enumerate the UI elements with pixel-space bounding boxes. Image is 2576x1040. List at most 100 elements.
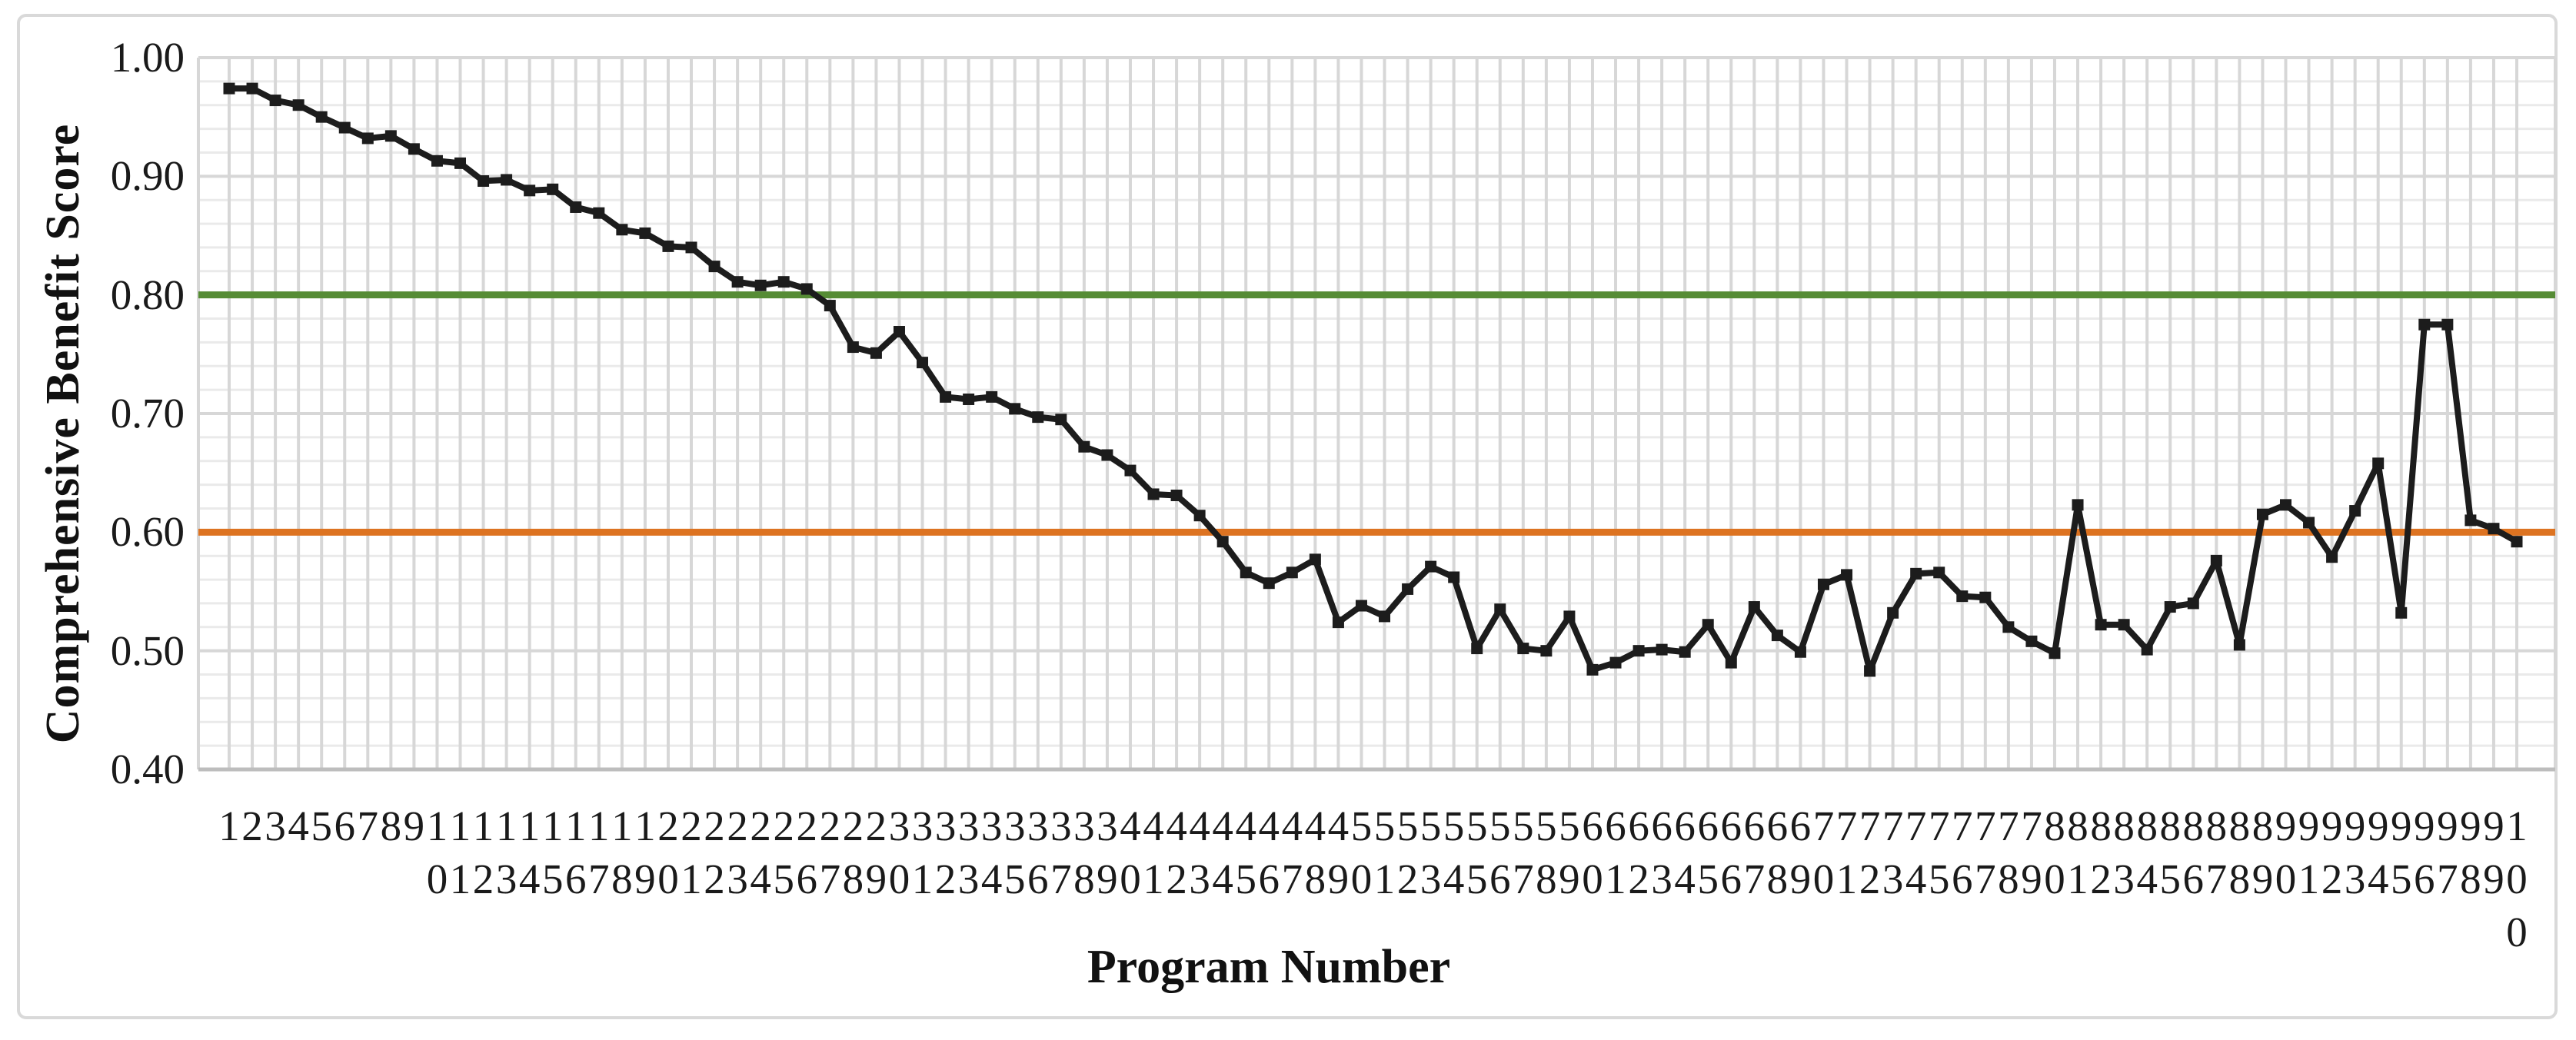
x-tick-digit: 6	[1582, 802, 1603, 849]
x-tick-digit: 8	[1304, 856, 1326, 902]
x-tick-digit: 3	[1050, 802, 1072, 849]
x-tick-digit: 2	[1396, 856, 1419, 902]
x-tick-digit: 4	[1212, 856, 1233, 902]
x-tick-digit: 1	[449, 802, 471, 849]
x-tick-digit: 7	[1812, 802, 1835, 849]
x-tick-label: 8	[379, 799, 402, 852]
x-tick-digit: 4	[1327, 802, 1350, 849]
data-point-marker	[1887, 606, 1899, 619]
data-point-marker	[269, 95, 281, 107]
y-tick-label: 0.60	[110, 508, 185, 556]
x-tick-digit: 2	[2090, 856, 2112, 902]
x-tick-digit: 6	[1766, 802, 1789, 849]
data-point-marker	[2002, 621, 2015, 633]
data-point-marker	[1170, 489, 1183, 501]
data-point-marker	[2187, 597, 2199, 610]
x-tick-digit: 9	[1789, 856, 1812, 902]
data-point-marker	[1933, 567, 1945, 579]
data-point-marker	[384, 130, 397, 142]
x-tick-digit: 8	[2090, 802, 2112, 849]
x-tick-digit: 1	[472, 802, 494, 849]
data-point-marker	[2210, 554, 2222, 567]
x-tick-digit: 9	[2275, 802, 2297, 849]
x-tick-digit: 3	[2113, 856, 2135, 902]
data-point-marker	[2279, 499, 2291, 511]
x-tick-digit: 0	[2044, 856, 2065, 902]
x-tick-digit: 7	[1743, 856, 1766, 902]
x-tick-digit: 3	[888, 802, 910, 849]
data-point-marker	[2048, 647, 2061, 660]
x-tick-digit: 8	[2113, 802, 2135, 849]
x-axis-title: Program Number	[1087, 941, 1451, 993]
x-tick-digit: 8	[380, 802, 402, 849]
data-point-marker	[547, 183, 559, 195]
data-point-marker	[1748, 601, 1760, 613]
x-tick-digit: 1	[634, 802, 656, 849]
data-point-marker	[1009, 403, 1021, 415]
x-tick-digit: 5	[1003, 856, 1026, 902]
x-tick-digit: 1	[218, 802, 240, 849]
x-tick-digit: 6	[1720, 802, 1742, 849]
x-tick-digit: 9	[2414, 802, 2435, 849]
x-tick-digit: 6	[1697, 802, 1719, 849]
x-tick-digit: 5	[1235, 856, 1256, 902]
x-tick-digit: 9	[2483, 856, 2504, 902]
data-point-marker	[893, 326, 905, 338]
x-tick-digit: 0	[2506, 909, 2528, 955]
x-tick-digit: 2	[750, 802, 771, 849]
x-tick-digit: 5	[541, 856, 564, 902]
data-point-marker	[708, 261, 721, 273]
x-tick-digit: 8	[1766, 856, 1789, 902]
data-point-marker	[1817, 578, 1829, 590]
data-point-marker	[408, 143, 420, 155]
data-point-marker	[2511, 536, 2523, 548]
x-tick-digit: 2	[727, 802, 748, 849]
x-tick-digit: 6	[1489, 856, 1511, 902]
x-tick-digit: 1	[449, 856, 471, 902]
data-point-marker	[1425, 560, 1437, 573]
data-point-marker	[940, 390, 952, 403]
x-tick-digit: 9	[2344, 802, 2366, 849]
x-tick-digit: 3	[2344, 856, 2366, 902]
x-tick-digit: 5	[1513, 802, 1534, 849]
x-tick-digit: 5	[1466, 802, 1488, 849]
x-tick-digit: 8	[2044, 802, 2065, 849]
data-point-marker	[1263, 577, 1275, 590]
data-point-marker	[1147, 488, 1160, 500]
x-tick-digit: 8	[2205, 802, 2228, 849]
x-tick-digit: 9	[2252, 856, 2274, 902]
data-point-marker	[847, 341, 859, 354]
data-point-marker	[1956, 590, 1969, 603]
x-tick-digit: 4	[1120, 802, 1141, 849]
x-tick-digit: 5	[773, 856, 794, 902]
x-tick-digit: 4	[1281, 802, 1303, 849]
x-tick-digit: 2	[681, 802, 702, 849]
x-tick-digit: 1	[1373, 856, 1396, 902]
x-tick-digit: 4	[1235, 802, 1256, 849]
